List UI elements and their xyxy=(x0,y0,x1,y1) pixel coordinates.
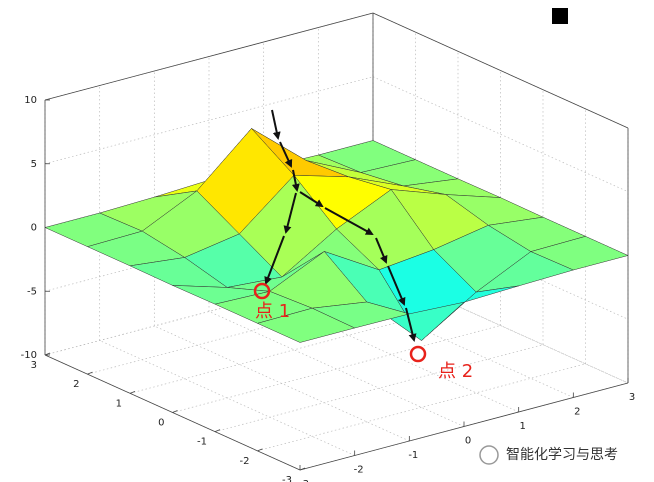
arrow xyxy=(324,207,374,235)
arrow xyxy=(279,141,293,168)
black-square xyxy=(552,8,568,24)
point-marker xyxy=(409,345,427,363)
z-tick-label: 5 xyxy=(31,159,37,170)
grid-line xyxy=(214,344,544,433)
watermark-icon xyxy=(479,445,499,465)
grid-line xyxy=(44,267,374,356)
watermark: 智能化学习与思考 xyxy=(506,447,618,463)
arrow xyxy=(264,235,285,285)
arrow xyxy=(271,109,281,140)
y-tick-label: 0 xyxy=(158,418,164,429)
tick-mark xyxy=(172,410,178,413)
arrow xyxy=(283,192,297,234)
grid-line xyxy=(208,311,465,427)
z-tick-label: -5 xyxy=(27,286,37,297)
arrow xyxy=(405,307,417,342)
z-tick-label: -10 xyxy=(21,350,37,361)
annotation: 点 2 xyxy=(438,361,473,382)
y-tick-label: -3 xyxy=(282,475,292,482)
x-tick-label: -2 xyxy=(354,465,364,476)
y-tick-label: 2 xyxy=(73,379,79,390)
axis-line xyxy=(372,12,629,129)
arrow xyxy=(291,169,300,192)
arrow xyxy=(387,265,406,306)
grid-line xyxy=(372,203,629,320)
surface xyxy=(44,128,629,343)
tick-mark xyxy=(214,429,221,433)
y-tick-label: 1 xyxy=(116,398,122,409)
x-tick-label: 1 xyxy=(519,421,525,432)
point-marker xyxy=(253,282,271,300)
grid-line xyxy=(257,363,586,452)
tick-mark xyxy=(87,371,93,375)
tick-mark xyxy=(299,467,306,471)
grid-line xyxy=(129,305,459,394)
annotation: 点 1 xyxy=(255,301,290,322)
arrow xyxy=(375,237,388,264)
grid-line xyxy=(44,76,374,165)
x-tick-label: 2 xyxy=(574,407,580,418)
arrow xyxy=(299,191,324,208)
y-tick-label: -2 xyxy=(240,456,250,467)
x-tick-label: -3 xyxy=(299,479,309,482)
x-tick-label: 3 xyxy=(629,392,635,403)
grid-line xyxy=(372,76,629,193)
grid-line xyxy=(172,325,501,413)
grid-line xyxy=(87,286,416,375)
z-tick-label: 10 xyxy=(24,95,37,106)
y-tick-label: -1 xyxy=(197,437,207,448)
surface-cell xyxy=(256,307,356,343)
grid-line xyxy=(44,203,374,292)
x-tick-label: 0 xyxy=(465,436,471,447)
tick-mark xyxy=(129,390,136,394)
z-tick-label: 0 xyxy=(31,223,37,234)
overlay: 点 1 点 2 智能化学习与思考 xyxy=(253,8,618,465)
tick-mark xyxy=(44,352,51,356)
y-tick-label: 3 xyxy=(31,360,37,371)
tick-mark xyxy=(257,448,263,452)
x-tick-label: -1 xyxy=(408,450,418,461)
axis-line xyxy=(44,12,374,101)
